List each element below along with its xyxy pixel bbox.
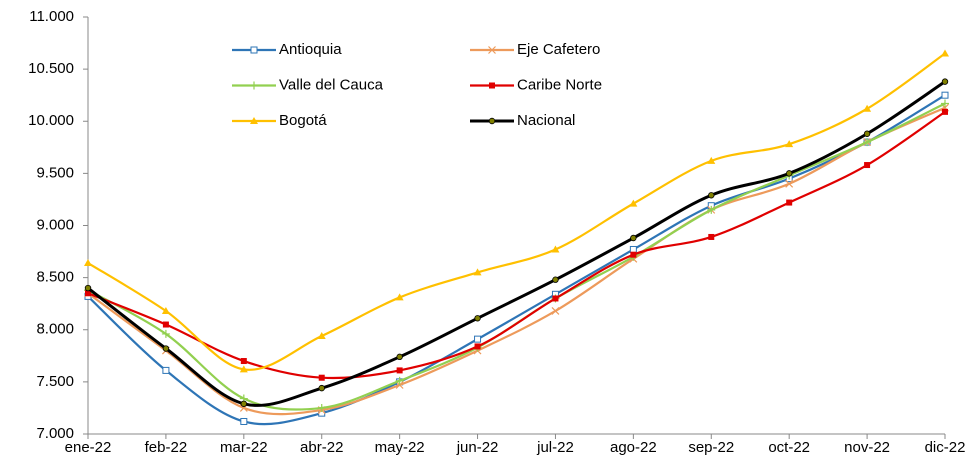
marker [488, 46, 496, 54]
x-tick-label: dic-22 [925, 439, 966, 456]
legend-label: Antioquia [279, 41, 342, 58]
marker [474, 343, 481, 350]
marker [250, 117, 258, 124]
y-tick-label: 9.000 [36, 216, 74, 233]
marker [489, 82, 495, 89]
marker [863, 130, 871, 137]
marker [239, 365, 248, 373]
marker [552, 276, 559, 283]
series-line [87, 102, 946, 411]
marker [317, 332, 326, 340]
marker [162, 321, 169, 328]
marker [396, 353, 403, 361]
marker [474, 315, 481, 322]
marker [162, 366, 170, 374]
marker [785, 179, 794, 188]
series-line [87, 110, 946, 380]
marker [161, 306, 170, 314]
marker [941, 78, 949, 85]
legend-label: Caribe Norte [517, 76, 602, 93]
marker [708, 233, 715, 240]
marker [707, 156, 716, 164]
marker [161, 329, 170, 338]
x-tick-label: ene-22 [65, 439, 112, 456]
y-tick-label: 7.500 [36, 373, 74, 390]
marker [863, 104, 872, 112]
marker [240, 417, 248, 425]
marker [552, 295, 559, 302]
marker [708, 192, 715, 199]
series-line [87, 94, 946, 426]
y-tick-label: 8.000 [36, 321, 74, 338]
marker [629, 199, 638, 207]
series-line [87, 106, 946, 416]
x-tick-label: nov-22 [844, 439, 890, 456]
marker [84, 259, 92, 267]
marker [240, 358, 247, 365]
marker [250, 81, 258, 90]
marker [630, 234, 637, 242]
legend-label: Nacional [517, 112, 575, 129]
x-tick-label: feb-22 [145, 439, 188, 456]
marker [941, 91, 949, 99]
x-tick-label: ago-22 [610, 439, 657, 456]
marker [84, 284, 92, 292]
marker [317, 403, 326, 412]
y-tick-label: 7.000 [36, 425, 74, 442]
marker [395, 376, 404, 385]
x-tick-label: jul-22 [536, 439, 574, 456]
y-tick-label: 11.000 [29, 8, 74, 25]
marker [629, 245, 637, 253]
marker [240, 400, 248, 407]
marker [250, 46, 258, 54]
marker [942, 108, 948, 115]
x-tick-label: may-22 [375, 439, 425, 456]
legend-label: Eje Cafetero [517, 41, 600, 58]
marker [551, 245, 560, 253]
marker [474, 335, 482, 343]
marker [318, 374, 325, 381]
y-tick-label: 10.000 [28, 112, 74, 129]
marker [941, 49, 949, 57]
x-tick-label: sep-22 [688, 439, 734, 456]
marker [551, 307, 560, 315]
marker [863, 138, 872, 147]
x-tick-label: mar-22 [220, 439, 268, 456]
x-tick-label: abr-22 [300, 439, 343, 456]
marker [707, 205, 716, 214]
legend-label: Bogotá [279, 112, 327, 129]
marker [941, 99, 949, 108]
marker [396, 367, 403, 374]
marker [488, 117, 496, 125]
marker [162, 345, 170, 352]
marker [318, 384, 325, 392]
marker [864, 162, 871, 169]
y-tick-label: 8.500 [36, 269, 74, 286]
legend-label: Valle del Cauca [279, 76, 384, 93]
marker [473, 268, 482, 276]
x-tick-label: jun-22 [456, 439, 499, 456]
marker [785, 170, 793, 177]
marker [85, 290, 91, 297]
series-line [87, 80, 946, 407]
marker [395, 293, 404, 301]
x-tick-label: oct-22 [768, 439, 810, 456]
y-tick-label: 10.500 [28, 60, 74, 77]
marker [786, 199, 793, 206]
marker [630, 251, 637, 258]
series-line [87, 52, 946, 371]
marker [785, 140, 794, 148]
y-tick-label: 9.500 [36, 164, 74, 181]
